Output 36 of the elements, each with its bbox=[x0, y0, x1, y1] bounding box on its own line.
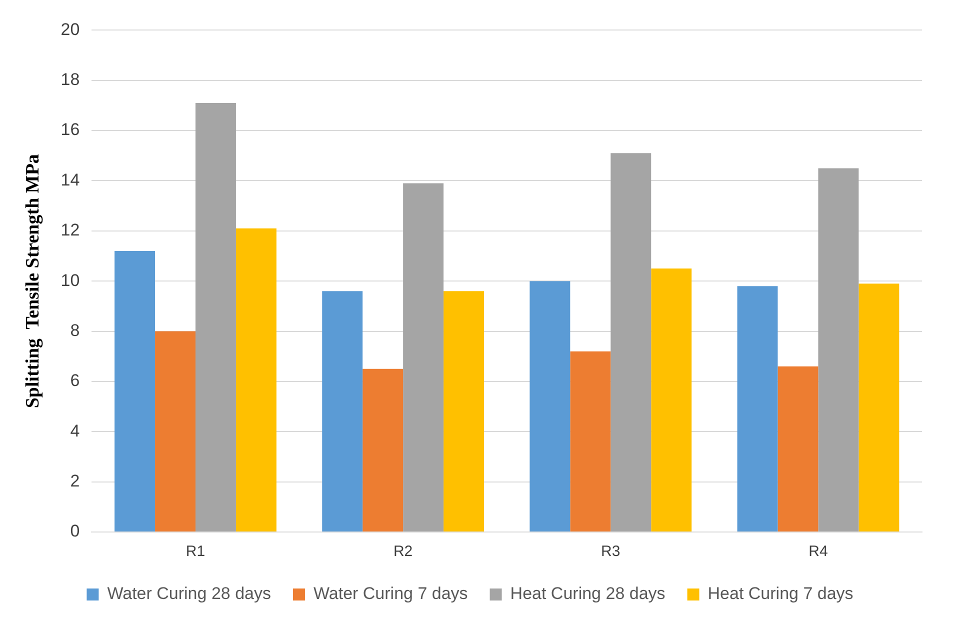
bar bbox=[155, 331, 196, 532]
y-tick-label: 16 bbox=[60, 120, 80, 140]
bar bbox=[236, 228, 276, 532]
bar bbox=[444, 291, 484, 532]
bar bbox=[570, 351, 611, 532]
y-tick-label: 18 bbox=[60, 70, 80, 90]
legend-label: Heat Curing 7 days bbox=[708, 584, 854, 604]
x-tick-label: R1 bbox=[186, 543, 206, 560]
y-tick-label: 14 bbox=[60, 170, 80, 190]
bar bbox=[778, 366, 818, 532]
bar bbox=[651, 268, 692, 532]
bar bbox=[858, 284, 900, 532]
legend-label: Water Curing 7 days bbox=[313, 584, 468, 604]
y-axis-title: Splitting Tensile Strength MPa bbox=[22, 154, 44, 408]
bar bbox=[195, 102, 236, 532]
y-tick-label: 0 bbox=[70, 522, 80, 541]
bar bbox=[737, 286, 778, 532]
bar bbox=[362, 368, 404, 532]
y-tick-label: 2 bbox=[70, 472, 80, 491]
y-tick-label: 8 bbox=[70, 320, 80, 340]
bar bbox=[403, 183, 444, 532]
y-tick-label: 12 bbox=[60, 220, 80, 240]
x-tick-label: R3 bbox=[601, 543, 620, 560]
y-tick-label: 20 bbox=[60, 20, 80, 39]
bar bbox=[114, 250, 156, 532]
y-tick-label: 6 bbox=[70, 371, 80, 390]
y-tick-label: 4 bbox=[70, 421, 80, 440]
y-tick-label: 10 bbox=[60, 270, 80, 290]
bar bbox=[818, 168, 859, 532]
bar bbox=[322, 291, 363, 532]
legend-label: Water Curing 28 days bbox=[107, 584, 271, 604]
bar bbox=[530, 281, 570, 532]
x-tick-label: R2 bbox=[393, 543, 413, 560]
bar bbox=[610, 153, 652, 532]
legend-label: Heat Curing 28 days bbox=[510, 584, 666, 604]
x-tick-label: R4 bbox=[808, 543, 828, 560]
